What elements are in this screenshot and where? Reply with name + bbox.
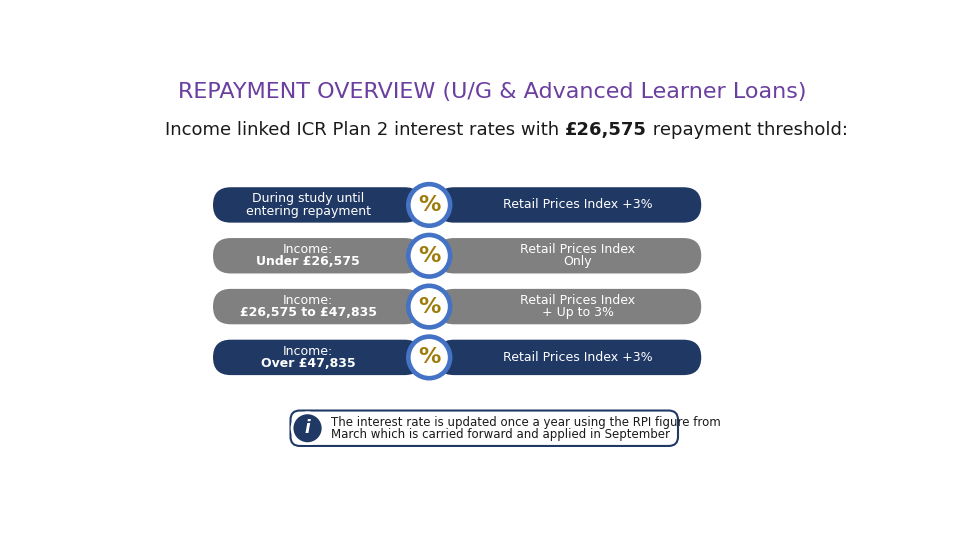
Circle shape bbox=[406, 182, 452, 228]
Circle shape bbox=[411, 339, 447, 376]
Text: Retail Prices Index: Retail Prices Index bbox=[520, 294, 636, 307]
Circle shape bbox=[406, 334, 452, 381]
Text: Income:: Income: bbox=[283, 345, 333, 357]
Text: %: % bbox=[418, 347, 441, 367]
Circle shape bbox=[406, 284, 452, 330]
Circle shape bbox=[411, 186, 447, 224]
FancyBboxPatch shape bbox=[213, 289, 422, 325]
Text: Retail Prices Index: Retail Prices Index bbox=[520, 243, 636, 256]
Text: REPAYMENT OVERVIEW (U/G & Advanced Learner Loans): REPAYMENT OVERVIEW (U/G & Advanced Learn… bbox=[178, 82, 806, 102]
Text: entering repayment: entering repayment bbox=[246, 205, 371, 218]
Circle shape bbox=[406, 233, 452, 279]
FancyBboxPatch shape bbox=[213, 238, 422, 273]
FancyBboxPatch shape bbox=[213, 340, 422, 375]
Text: Income:: Income: bbox=[283, 243, 333, 256]
Text: Retail Prices Index +3%: Retail Prices Index +3% bbox=[503, 351, 653, 364]
Circle shape bbox=[292, 413, 324, 444]
FancyBboxPatch shape bbox=[291, 410, 678, 446]
Text: Over £47,835: Over £47,835 bbox=[261, 357, 355, 370]
Text: Under £26,575: Under £26,575 bbox=[256, 255, 360, 268]
Text: i: i bbox=[304, 419, 310, 437]
Text: %: % bbox=[418, 195, 441, 215]
Circle shape bbox=[411, 237, 447, 274]
FancyBboxPatch shape bbox=[436, 340, 701, 375]
Text: Retail Prices Index +3%: Retail Prices Index +3% bbox=[503, 198, 653, 212]
Text: + Up to 3%: + Up to 3% bbox=[542, 306, 614, 319]
Text: Only: Only bbox=[564, 255, 592, 268]
Text: Income:: Income: bbox=[283, 294, 333, 307]
Text: %: % bbox=[418, 246, 441, 266]
Text: The interest rate is updated once a year using the RPI figure from: The interest rate is updated once a year… bbox=[331, 416, 721, 429]
FancyBboxPatch shape bbox=[436, 187, 701, 222]
FancyBboxPatch shape bbox=[436, 289, 701, 325]
Text: Income linked ICR Plan 2 interest rates with: Income linked ICR Plan 2 interest rates … bbox=[165, 122, 564, 139]
Text: March which is carried forward and applied in September: March which is carried forward and appli… bbox=[331, 428, 670, 441]
Text: %: % bbox=[418, 296, 441, 316]
FancyBboxPatch shape bbox=[436, 238, 701, 273]
Text: £26,575 to £47,835: £26,575 to £47,835 bbox=[240, 306, 377, 319]
Text: repayment threshold:: repayment threshold: bbox=[647, 122, 848, 139]
Text: During study until: During study until bbox=[252, 192, 365, 205]
FancyBboxPatch shape bbox=[213, 187, 422, 222]
Text: £26,575: £26,575 bbox=[564, 122, 647, 139]
Circle shape bbox=[411, 288, 447, 325]
